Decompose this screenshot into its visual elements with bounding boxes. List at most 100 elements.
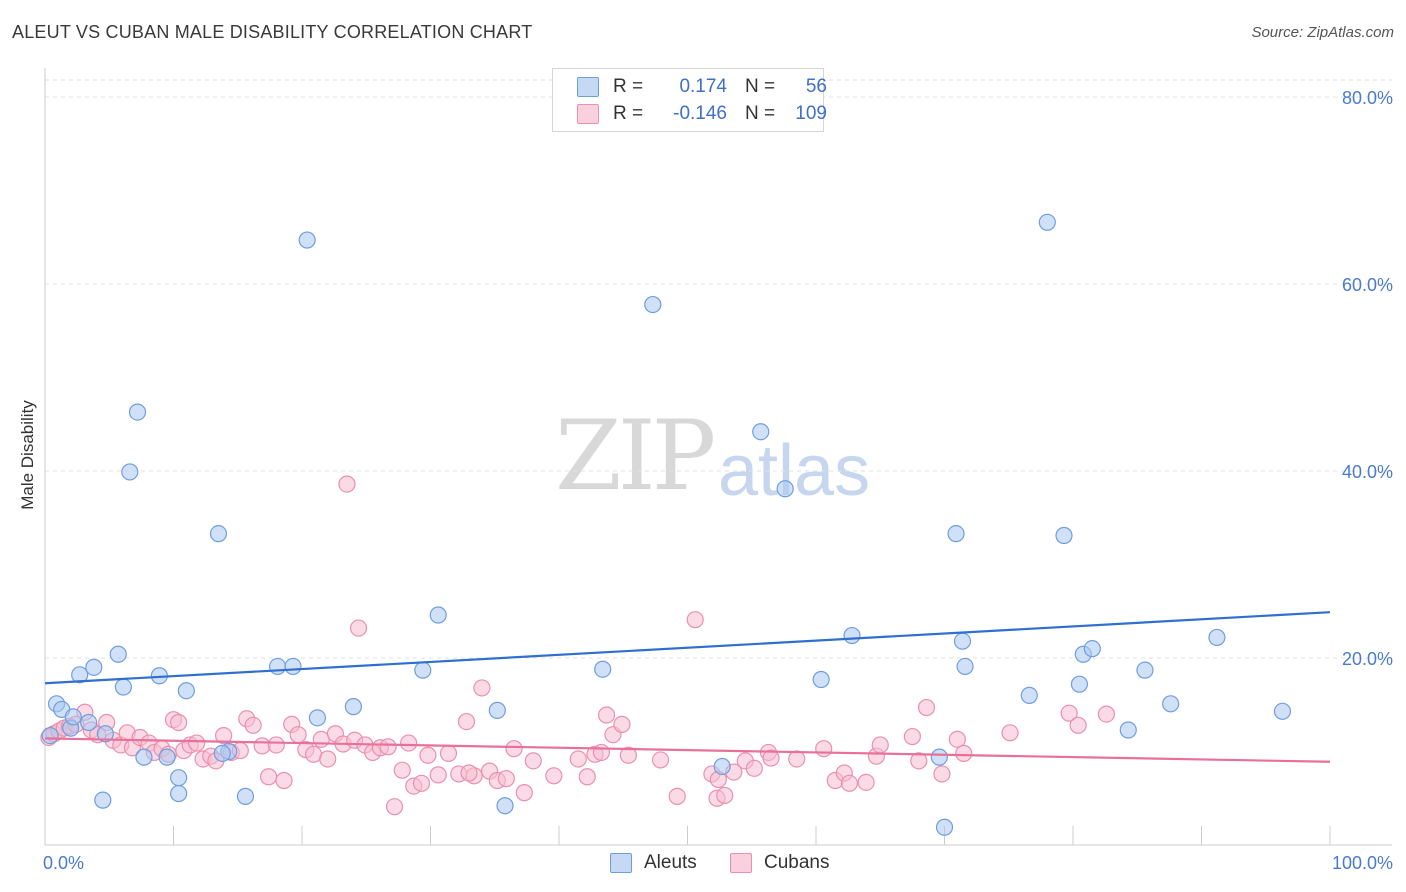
data-point: [569, 750, 587, 768]
data-point: [933, 765, 951, 783]
data-point: [1069, 716, 1087, 734]
data-point: [1001, 724, 1019, 742]
data-point: [644, 295, 662, 314]
data-point: [515, 784, 533, 802]
data-point: [935, 818, 954, 836]
data-point: [158, 748, 176, 766]
legend-swatch-aleuts: [577, 77, 599, 97]
data-point: [96, 725, 114, 743]
aleuts-trend-line: [44, 611, 1331, 685]
data-point: [268, 657, 287, 676]
data-point: [1273, 702, 1292, 720]
bottom-legend-swatch-aleuts: [610, 853, 632, 873]
bottom-legend-aleuts: Aleuts: [610, 852, 697, 874]
data-point: [524, 752, 542, 770]
legend-row-aleuts: R = 0.174 N = 56: [577, 74, 827, 100]
data-point: [505, 740, 523, 758]
data-point: [344, 698, 362, 716]
data-point: [41, 727, 59, 745]
data-point: [400, 734, 418, 752]
legend-r-value: -0.146: [673, 103, 727, 124]
data-point: [275, 771, 293, 790]
data-point: [393, 761, 411, 779]
data-point: [1020, 686, 1038, 705]
data-point: [762, 749, 780, 767]
data-point: [414, 661, 432, 679]
data-point: [94, 791, 112, 809]
y-tick-label: 80.0%: [1342, 88, 1393, 108]
data-point: [457, 712, 476, 731]
y-tick-label: 40.0%: [1342, 462, 1393, 482]
data-point: [613, 715, 631, 733]
data-point: [497, 770, 515, 788]
data-point: [85, 658, 103, 676]
x-tick-label: 0.0%: [43, 853, 84, 873]
trend-lines: [44, 611, 1331, 763]
x-tick-label: 100.0%: [1332, 853, 1393, 873]
data-point: [668, 787, 686, 805]
bottom-legend-label-cubans: Cubans: [764, 852, 830, 873]
data-point: [651, 751, 670, 769]
data-point: [716, 786, 734, 805]
data-point: [429, 766, 447, 784]
data-point: [953, 632, 972, 650]
data-point: [188, 734, 206, 752]
data-point: [109, 645, 127, 663]
data-point: [379, 738, 397, 756]
legend-n-label: N =: [745, 103, 776, 124]
data-point: [71, 666, 89, 684]
data-point: [956, 657, 974, 676]
bottom-legend-cubans: Cubans: [730, 852, 830, 874]
data-point: [338, 475, 356, 493]
data-point: [64, 708, 82, 726]
legend-r-label: R =: [613, 103, 644, 124]
data-point: [209, 525, 228, 543]
data-point: [419, 746, 437, 764]
data-point: [948, 730, 966, 748]
data-point: [812, 670, 830, 689]
data-point: [713, 757, 731, 776]
data-point: [128, 403, 147, 421]
data-point: [215, 727, 233, 745]
data-point: [1038, 213, 1056, 231]
data-point: [917, 698, 936, 717]
data-point: [871, 736, 889, 754]
data-point: [1208, 628, 1226, 647]
data-point: [910, 752, 928, 770]
legend-r-label: R =: [613, 76, 644, 97]
chart-title: ALEUT VS CUBAN MALE DISABILITY CORRELATI…: [12, 22, 533, 42]
data-point: [752, 423, 770, 441]
data-point: [930, 748, 948, 766]
data-point: [170, 784, 188, 803]
data-point: [80, 713, 98, 732]
data-point: [947, 525, 965, 543]
data-point: [788, 750, 806, 768]
data-point: [488, 701, 506, 719]
y-tick-label: 60.0%: [1342, 275, 1393, 295]
data-point: [349, 619, 368, 637]
legend-n-label: N =: [745, 76, 776, 97]
data-point: [1070, 675, 1089, 693]
data-point: [319, 750, 337, 768]
data-point: [955, 744, 973, 762]
legend-row-cubans: R = -0.146 N = 109: [577, 101, 827, 127]
data-point: [592, 743, 611, 762]
bottom-legend: Aleuts Cubans: [0, 852, 1406, 876]
legend-box: R = 0.174 N = 56 R = -0.146 N = 109: [552, 68, 827, 132]
data-point: [1097, 705, 1116, 723]
data-point: [1055, 526, 1073, 545]
data-point: [259, 768, 278, 786]
data-point: [236, 787, 255, 805]
data-point: [1060, 704, 1078, 722]
data-point: [177, 682, 195, 700]
y-tick-label: 20.0%: [1342, 649, 1393, 669]
watermark-zip: ZIP: [555, 400, 716, 512]
data-point: [857, 773, 875, 791]
data-point: [114, 678, 132, 696]
source-label: Source: ZipAtlas.com: [1251, 24, 1394, 41]
data-point: [213, 744, 231, 762]
cubans-trend-line: [44, 737, 1331, 763]
aleuts-points: [41, 213, 1292, 836]
data-point: [776, 480, 794, 498]
